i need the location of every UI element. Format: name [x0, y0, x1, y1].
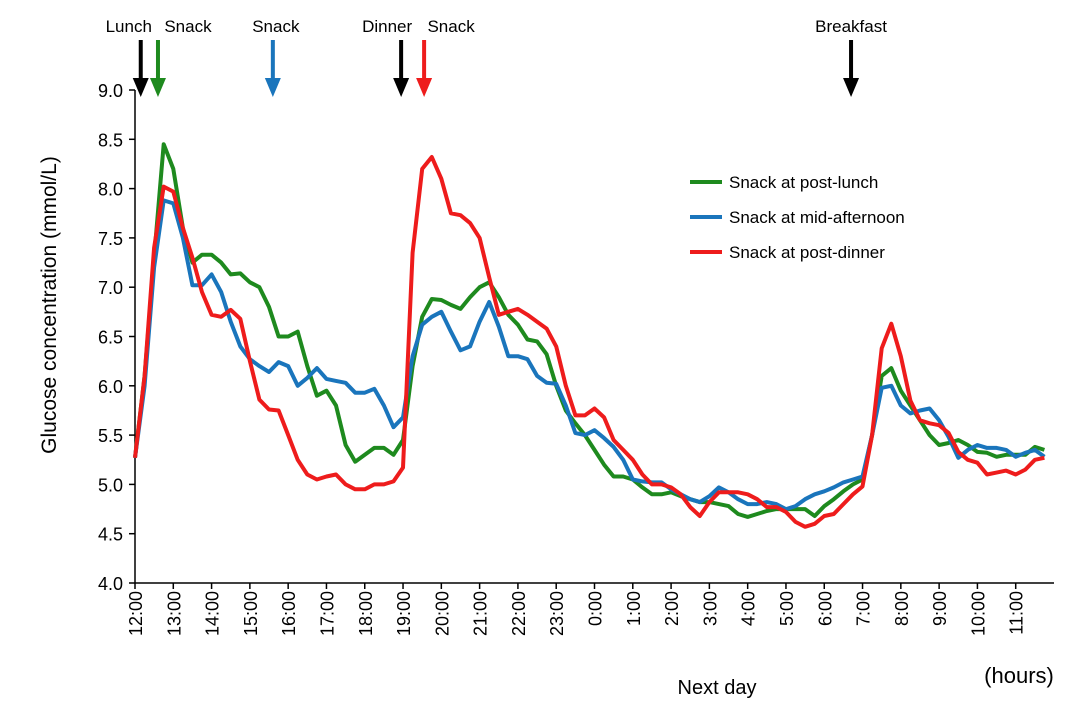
- annotation-arrowhead: [149, 78, 166, 97]
- x-tick-label: 17:00: [317, 591, 337, 636]
- annotation-label: Breakfast: [815, 17, 887, 36]
- legend-label: Snack at post-dinner: [729, 243, 885, 262]
- x-tick-label: 4:00: [739, 591, 759, 626]
- y-tick-label: 7.5: [98, 229, 123, 249]
- x-tick-label: 18:00: [356, 591, 376, 636]
- legend-label: Snack at mid-afternoon: [729, 208, 905, 227]
- x-tick-label: 22:00: [509, 591, 529, 636]
- y-axis-label: Glucose concentration (mmol/L): [38, 156, 61, 454]
- y-tick-label: 5.5: [98, 426, 123, 446]
- y-tick-label: 9.0: [98, 81, 123, 101]
- x-axis-label: Next day: [678, 677, 757, 699]
- x-tick-label: 13:00: [164, 591, 184, 636]
- x-tick-label: 1:00: [624, 591, 644, 626]
- y-tick-label: 8.0: [98, 180, 123, 200]
- series-line: [133, 142, 1046, 519]
- x-tick-label: 10:00: [968, 591, 988, 636]
- annotation-label: Lunch: [106, 17, 152, 36]
- x-tick-label: 7:00: [854, 591, 874, 626]
- annotation-arrowhead: [843, 78, 860, 97]
- x-tick-label: 6:00: [815, 591, 835, 626]
- x-tick-label: 5:00: [777, 591, 797, 626]
- legend-label: Snack at post-lunch: [729, 173, 878, 192]
- y-tick-label: 4.0: [98, 574, 123, 594]
- y-tick-label: 6.0: [98, 377, 123, 397]
- annotation-arrowhead: [132, 78, 149, 97]
- y-tick-label: 5.0: [98, 475, 123, 495]
- y-tick-label: 4.5: [98, 525, 123, 545]
- x-tick-label: 19:00: [394, 591, 414, 636]
- annotation-label: Snack: [164, 17, 212, 36]
- x-tick-label: 14:00: [203, 591, 223, 636]
- x-tick-label: 2:00: [662, 591, 682, 626]
- annotation-label: Snack: [427, 17, 475, 36]
- annotation-arrowhead: [393, 78, 410, 97]
- x-tick-label: 21:00: [471, 591, 491, 636]
- x-tick-label: 11:00: [1007, 591, 1027, 635]
- x-tick-label: 9:00: [930, 591, 950, 626]
- x-tick-label: 23:00: [547, 591, 567, 636]
- annotation-arrowhead: [264, 78, 281, 97]
- x-tick-label: 8:00: [892, 591, 912, 626]
- x-tick-label: 0:00: [586, 591, 606, 626]
- annotation-label: Dinner: [362, 17, 412, 36]
- series-line: [133, 155, 1045, 529]
- y-tick-label: 7.0: [98, 278, 123, 298]
- x-tick-label: 16:00: [279, 591, 299, 636]
- y-tick-label: 8.5: [98, 130, 123, 150]
- x-tick-label: 3:00: [700, 591, 720, 626]
- x-unit-label: (hours): [984, 663, 1054, 688]
- annotation-label: Snack: [252, 17, 300, 36]
- y-tick-label: 6.5: [98, 328, 123, 348]
- series-line: [133, 198, 1046, 512]
- x-tick-label: 12:00: [126, 591, 146, 636]
- x-tick-label: 20:00: [432, 591, 452, 636]
- x-tick-label: 15:00: [241, 591, 261, 636]
- annotation-arrowhead: [416, 78, 433, 97]
